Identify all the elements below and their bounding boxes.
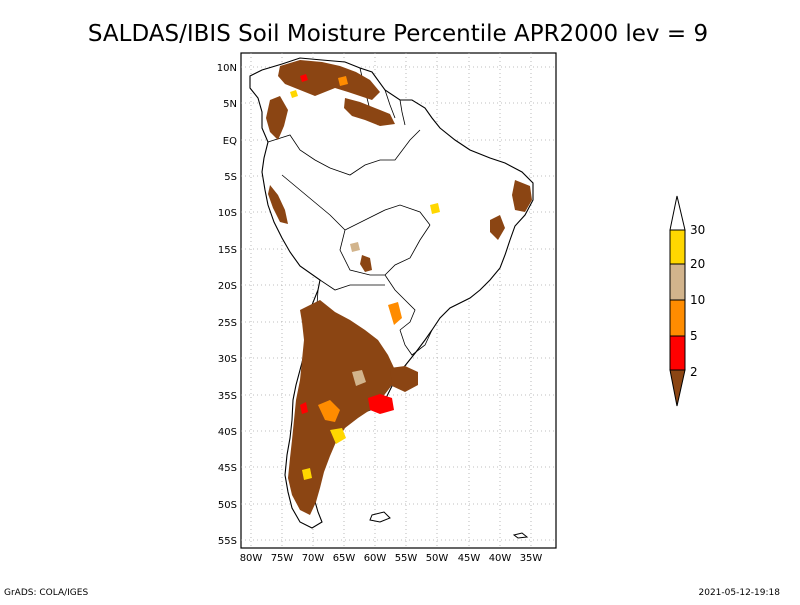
lon-label: 40W <box>489 553 512 564</box>
map-title: SALDAS/IBIS Soil Moisture Percentile APR… <box>88 21 708 47</box>
patch-yellow-patagonia <box>330 428 346 444</box>
lat-label: 50S <box>218 500 237 511</box>
patch-red-north-coast <box>300 74 308 82</box>
footer-left: GrADS: COLA/IGES <box>4 588 88 598</box>
lon-label: 80W <box>240 553 263 564</box>
latitude-labels: 10N 5N EQ 5S 10S 15S 20S 25S 30S 35S 40S… <box>217 63 237 547</box>
lat-label: 30S <box>218 354 237 365</box>
lat-label: 10S <box>218 208 237 219</box>
lat-label: 25S <box>218 318 237 329</box>
lon-label: 70W <box>302 553 325 564</box>
patch-brown-guianas <box>344 98 395 126</box>
patch-yellow-north <box>290 90 298 98</box>
lon-label: 50W <box>426 553 449 564</box>
colorbar-top-arrow <box>669 195 686 231</box>
patch-tan-central-arg <box>352 370 366 386</box>
longitude-labels: 80W 75W 70W 65W 60W 55W 50W 45W 40W 35W <box>240 553 543 564</box>
colorbar-label: 2 <box>690 365 698 379</box>
patch-yellow-brazil <box>430 203 440 214</box>
lon-label: 65W <box>333 553 356 564</box>
lat-label: 15S <box>218 245 237 256</box>
patch-orange-paraguay <box>388 302 402 325</box>
patch-orange-patagonia <box>318 400 340 422</box>
patch-brown-north-coast <box>278 60 380 100</box>
lat-label: 5N <box>223 99 237 110</box>
lon-label: 55W <box>395 553 418 564</box>
lat-label: 55S <box>218 536 237 547</box>
patch-yellow-south <box>302 468 312 480</box>
lon-label: 75W <box>271 553 294 564</box>
patch-brown-southern-cone <box>288 300 395 515</box>
patch-brown-uruguay <box>390 366 418 392</box>
colorbar-label: 30 <box>690 223 705 237</box>
patch-brown-brazil-east <box>490 215 505 240</box>
lat-label: 10N <box>217 63 237 74</box>
patch-red-patagonia <box>300 402 308 414</box>
colorbar-bin-2-5 <box>669 335 686 371</box>
patch-brown-ne-brazil <box>512 180 532 212</box>
colorbar-bin-5-10 <box>669 299 686 337</box>
patch-orange-north <box>338 76 348 86</box>
colorbar-label: 10 <box>690 293 705 307</box>
patch-brown-peru-coast <box>268 185 288 224</box>
lon-label: 35W <box>520 553 543 564</box>
lat-label: 35S <box>218 391 237 402</box>
patch-brown-colombia-west <box>266 96 288 140</box>
lon-label: 60W <box>364 553 387 564</box>
patch-red-buenos-aires <box>368 394 394 414</box>
lat-label: EQ <box>223 136 237 147</box>
colorbar-label: 5 <box>690 329 698 343</box>
footer-right: 2021-05-12-19:18 <box>699 588 781 598</box>
lat-label: 45S <box>218 463 237 474</box>
lon-label: 45W <box>458 553 481 564</box>
colorbar-bin-20-30 <box>669 229 686 265</box>
lat-label: 20S <box>218 281 237 292</box>
patch-tan-brazil <box>350 242 360 252</box>
colorbar-bin-10-20 <box>669 263 686 301</box>
colorbar <box>669 195 686 407</box>
colorbar-bottom-arrow <box>669 369 686 407</box>
colorbar-labels: 30 20 10 5 2 <box>690 223 705 379</box>
soil-moisture-fill <box>266 60 532 515</box>
lat-label: 40S <box>218 427 237 438</box>
colorbar-label: 20 <box>690 257 705 271</box>
patch-brown-bolivia <box>360 255 372 272</box>
lat-label: 5S <box>224 172 237 183</box>
